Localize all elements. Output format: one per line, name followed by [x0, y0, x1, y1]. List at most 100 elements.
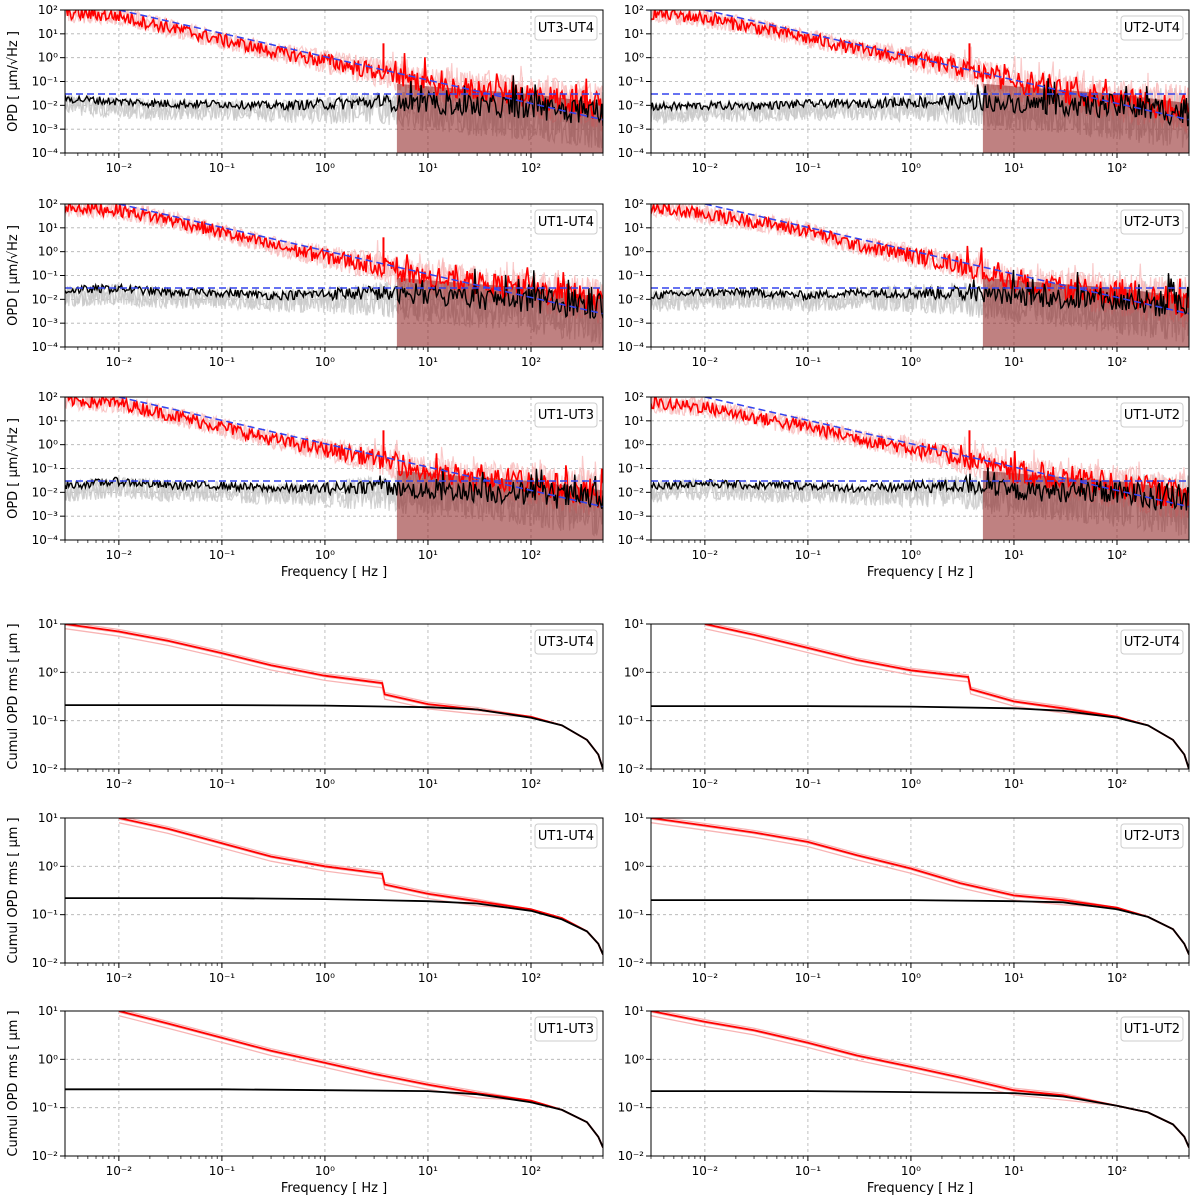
x-tick-label: 10⁰ — [901, 971, 921, 985]
y-tick-label: 10⁻² — [32, 762, 59, 776]
open-loop-line — [651, 397, 1189, 509]
x-tick-label: 10⁻² — [106, 548, 133, 562]
panel-label: UT2-UT4 — [1124, 21, 1180, 36]
y-tick-label: 10¹ — [624, 221, 644, 235]
y-tick-label: 10⁻² — [618, 98, 645, 112]
x-tick-label: 10¹ — [1004, 971, 1024, 985]
open-loop-realisation — [657, 1011, 1189, 1148]
y-tick-label: 10⁻³ — [32, 122, 59, 136]
panel-label: UT1-UT2 — [1124, 408, 1180, 423]
y-tick-label: 10⁻² — [32, 98, 59, 112]
y-tick-label: 10¹ — [624, 414, 644, 428]
y-tick-label: 10⁰ — [624, 438, 644, 452]
y-axis-label: OPD [ μm/√Hz ] — [6, 225, 21, 326]
y-tick-label: 10⁰ — [38, 51, 58, 65]
x-tick-label: 10² — [1107, 971, 1127, 985]
open-loop-realisation — [118, 1011, 603, 1148]
open-loop-realisation — [118, 1015, 603, 1148]
x-tick-label: 10¹ — [418, 161, 438, 175]
x-tick-label: 10¹ — [1004, 161, 1024, 175]
plot-frame — [650, 1010, 1190, 1157]
x-axis-label: Frequency [ Hz ] — [281, 565, 387, 580]
x-tick-label: 10⁻² — [692, 161, 719, 175]
y-tick-label: 10⁻¹ — [32, 462, 59, 476]
x-tick-label: 10⁻² — [692, 1164, 719, 1178]
x-tick-label: 10⁰ — [315, 1164, 335, 1178]
x-tick-label: 10⁰ — [901, 355, 921, 369]
open-loop-line — [65, 397, 603, 508]
closed-loop-line — [65, 468, 603, 509]
plot-area — [65, 624, 603, 769]
y-tick-label: 10⁻⁴ — [32, 146, 59, 160]
panel-label-box — [534, 823, 598, 849]
y-tick-label: 10⁻³ — [32, 316, 59, 330]
panel-psd-ut1-ut4: 10⁻² 10⁻¹ 10⁰ 10¹ 10² 10⁻⁴ 10⁻³ 10⁻² 10⁻¹ 10⁰ 10¹ 1… — [6, 197, 604, 369]
x-tick-label: 10⁰ — [315, 777, 335, 791]
x-tick-label: 10¹ — [1004, 777, 1024, 791]
x-tick-label: 10⁰ — [901, 161, 921, 175]
open-loop-realisation — [74, 624, 603, 769]
y-tick-label: 10⁻⁴ — [618, 533, 645, 547]
y-tick-label: 10⁻² — [618, 485, 645, 499]
x-tick-label: 10² — [1107, 1164, 1127, 1178]
plot-area — [651, 397, 1189, 540]
y-tick-label: 10⁻¹ — [32, 269, 59, 283]
panel-label-box — [534, 1016, 598, 1042]
x-tick-label: 10⁻¹ — [209, 548, 236, 562]
slope-fit-line — [118, 204, 603, 315]
slope-fit-line — [704, 397, 1189, 508]
x-tick-label: 10¹ — [1004, 548, 1024, 562]
panel-label: UT2-UT3 — [1124, 829, 1180, 844]
panel-cumul-ut1-ut3: 10⁻² 10⁻¹ 10⁰ 10¹ 10² 10⁻² 10⁻¹ 10⁰ 10¹ UT1-UT3 Cu… — [6, 1004, 604, 1196]
y-tick-label: 10¹ — [38, 617, 58, 631]
closed-loop-line — [65, 897, 603, 955]
x-tick-label: 10² — [521, 777, 541, 791]
x-tick-label: 10⁻¹ — [795, 355, 822, 369]
y-tick-label: 10² — [38, 3, 58, 17]
x-tick-label: 10¹ — [418, 971, 438, 985]
open-loop-realisation — [65, 628, 603, 769]
y-axis-label: Cumul OPD rms [ μm ] — [6, 1010, 21, 1156]
x-tick-label: 10⁻² — [106, 777, 133, 791]
y-tick-label: 10⁻² — [32, 292, 59, 306]
panel-label-box — [1120, 1016, 1184, 1042]
x-tick-label: 10² — [521, 548, 541, 562]
x-tick-label: 10⁰ — [315, 355, 335, 369]
open-loop-line — [118, 818, 603, 955]
y-tick-label: 10¹ — [38, 27, 58, 41]
y-tick-label: 10⁻² — [618, 956, 645, 970]
x-tick-label: 10¹ — [418, 777, 438, 791]
panel-cumul-ut2-ut4: 10⁻² 10⁻¹ 10⁰ 10¹ 10² 10⁻² 10⁻¹ 10⁰ 10¹ UT2-UT4 — [618, 617, 1190, 791]
open-loop-realisation — [660, 818, 1189, 955]
x-axis-label: Frequency [ Hz ] — [281, 1181, 387, 1196]
x-tick-label: 10² — [1107, 355, 1127, 369]
panel-cumul-ut1-ut2: 10⁻² 10⁻¹ 10⁰ 10¹ 10² 10⁻² 10⁻¹ 10⁰ 10¹ UT1-UT2 Fr… — [618, 1004, 1190, 1196]
x-tick-label: 10⁻² — [106, 971, 133, 985]
plot-area — [65, 397, 603, 540]
closed-loop-line — [65, 268, 603, 320]
plot-area — [651, 624, 1189, 769]
y-tick-label: 10⁻² — [32, 485, 59, 499]
y-tick-label: 10¹ — [38, 1004, 58, 1018]
y-tick-label: 10⁻¹ — [618, 269, 645, 283]
y-tick-label: 10⁻² — [618, 1149, 645, 1163]
y-tick-label: 10⁻¹ — [618, 908, 645, 922]
y-tick-label: 10² — [38, 390, 58, 404]
y-tick-label: 10¹ — [624, 811, 644, 825]
x-tick-label: 10¹ — [1004, 1164, 1024, 1178]
panel-cumul-ut3-ut4: 10⁻² 10⁻¹ 10⁰ 10¹ 10² 10⁻² 10⁻¹ 10⁰ 10¹ UT3-UT4 Cu… — [6, 617, 604, 791]
open-loop-realisation — [65, 204, 603, 325]
open-loop-realisation — [65, 397, 603, 515]
open-loop-line — [65, 624, 603, 769]
panel-cumul-ut2-ut3: 10⁻² 10⁻¹ 10⁰ 10¹ 10² 10⁻² 10⁻¹ 10⁰ 10¹ UT2-UT3 — [618, 811, 1190, 985]
x-tick-label: 10² — [1107, 548, 1127, 562]
panel-psd-ut2-ut4: 10⁻² 10⁻¹ 10⁰ 10¹ 10² 10⁻⁴ 10⁻³ 10⁻² 10⁻¹ 10⁰ 10¹ 1… — [618, 3, 1190, 175]
y-tick-label: 10⁻⁴ — [618, 340, 645, 354]
y-tick-label: 10⁰ — [38, 859, 58, 873]
panel-psd-ut2-ut3: 10⁻² 10⁻¹ 10⁰ 10¹ 10² 10⁻⁴ 10⁻³ 10⁻² 10⁻¹ 10⁰ 10¹ 1… — [618, 197, 1190, 369]
y-tick-label: 10⁻⁴ — [32, 533, 59, 547]
x-tick-label: 10² — [1107, 777, 1127, 791]
x-tick-label: 10⁰ — [901, 1164, 921, 1178]
y-axis-label: OPD [ μm/√Hz ] — [6, 31, 21, 132]
